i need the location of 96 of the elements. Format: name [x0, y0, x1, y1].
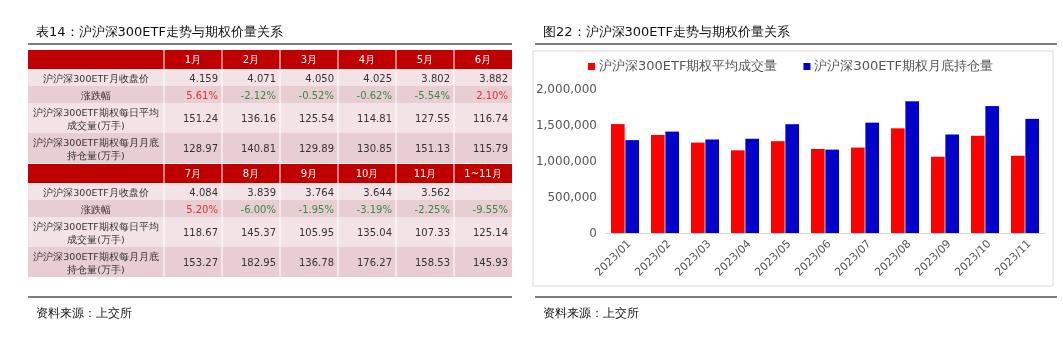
bar — [691, 142, 705, 233]
data-label: 5.61% — [186, 89, 218, 101]
data-label: 4.159 — [189, 72, 218, 84]
bar — [665, 131, 679, 233]
x-tick-label: 4月 — [358, 54, 376, 65]
bar — [985, 106, 999, 233]
y-tick-label: 2,000,000 — [535, 82, 597, 97]
x-tick-label: 10月 — [355, 168, 379, 179]
data-label: 153.27 — [183, 257, 218, 268]
y-tick-label: 1,000,000 — [535, 154, 597, 169]
data-label: -2.12% — [240, 89, 276, 101]
data-label: 115.79 — [473, 143, 508, 154]
x-tick-label: 7月 — [184, 168, 202, 179]
data-label: -0.52% — [298, 89, 334, 101]
data-label: 4.084 — [189, 186, 218, 198]
bar — [811, 148, 825, 233]
bar — [971, 135, 985, 233]
x-tick-label: 8月 — [242, 168, 260, 179]
bar — [945, 134, 959, 233]
data-label: 3.644 — [363, 186, 392, 198]
legend-label: 沪沪深300ETF期权月底持仓量 — [814, 58, 993, 73]
data-label: 3.562 — [421, 186, 450, 198]
data-label: 176.27 — [357, 257, 392, 268]
bar — [771, 141, 785, 233]
data-label: 4.050 — [305, 72, 334, 84]
bar — [931, 156, 945, 233]
bar — [651, 134, 665, 233]
y-tick-label: 500,000 — [547, 190, 597, 205]
data-label: -2.25% — [414, 203, 450, 215]
y-tick-label: 0 — [589, 226, 597, 241]
data-label: 116.74 — [473, 113, 508, 124]
y-tick-label: 沪沪深300ETF月收盘价 — [43, 186, 149, 198]
bar — [1011, 155, 1025, 233]
y-tick-label: 沪沪深300ETF月收盘价 — [43, 72, 149, 84]
data-label: 128.97 — [183, 143, 218, 154]
bar — [825, 149, 839, 233]
data-label: 107.33 — [415, 227, 450, 238]
bar — [785, 124, 799, 233]
data-label: 118.67 — [183, 227, 218, 238]
data-label: 151.13 — [415, 143, 450, 154]
data-label: 4.071 — [247, 72, 276, 84]
bar — [611, 124, 625, 233]
data-label: 135.04 — [357, 227, 392, 238]
data-label: 3.882 — [479, 72, 508, 84]
data-label: 145.37 — [241, 227, 276, 238]
data-label: -0.62% — [356, 89, 392, 101]
data-label: 136.16 — [241, 113, 276, 124]
data-label: 3.802 — [421, 72, 450, 84]
x-tick-label: 2月 — [242, 54, 260, 65]
bar — [705, 139, 719, 233]
bar — [1025, 118, 1039, 233]
x-tick-label: 6月 — [474, 54, 492, 65]
y-tick-label: 涨跌幅 — [81, 89, 111, 101]
bar — [851, 147, 865, 233]
data-label: 151.24 — [183, 113, 218, 124]
bar — [745, 138, 759, 233]
x-tick-label: 1~11月 — [464, 168, 502, 179]
data-label: 125.54 — [299, 113, 334, 124]
y-tick-label: 1,500,000 — [535, 118, 597, 133]
data-label: 3.839 — [247, 186, 276, 198]
data-label: 125.14 — [473, 227, 508, 238]
data-label: 105.95 — [299, 227, 334, 238]
y-tick-label: 涨跌幅 — [81, 203, 111, 215]
bar — [891, 128, 905, 233]
data-label: 3.764 — [305, 186, 334, 198]
data-label: -9.55% — [472, 203, 508, 215]
data-label: 158.53 — [415, 257, 450, 268]
data-label: 2.10% — [476, 89, 508, 101]
data-label: 140.81 — [241, 143, 276, 154]
data-label: -3.19% — [356, 203, 392, 215]
data-label: 130.85 — [357, 143, 392, 154]
x-tick-label: 9月 — [300, 168, 318, 179]
text: 资料来源：上交所 — [543, 306, 639, 320]
data-label: -6.00% — [240, 203, 276, 215]
data-label: 5.20% — [186, 203, 218, 215]
data-label: -1.95% — [298, 203, 334, 215]
data-label: 145.93 — [473, 257, 508, 268]
chart-title: 表14：沪沪深300ETF走势与期权价量关系 — [36, 24, 283, 39]
x-tick-label: 11月 — [413, 168, 437, 179]
data-label: 136.78 — [299, 257, 334, 268]
chart-title: 图22：沪沪深300ETF走势与期权价量关系 — [543, 24, 790, 39]
data-label: 182.95 — [241, 257, 276, 268]
bar — [865, 122, 879, 233]
x-tick-label: 5月 — [416, 54, 434, 65]
bar — [905, 101, 919, 233]
data-label: -5.54% — [414, 89, 450, 101]
text: 资料来源：上交所 — [36, 306, 132, 320]
data-label: 129.89 — [299, 143, 334, 154]
bar — [731, 150, 745, 233]
legend-label: 沪沪深300ETF期权平均成交量 — [599, 58, 778, 73]
data-label: 114.81 — [357, 113, 392, 124]
data-label: 127.55 — [415, 113, 450, 124]
bar — [625, 140, 639, 233]
x-tick-label: 1月 — [184, 54, 202, 65]
data-label: 4.025 — [363, 72, 392, 84]
x-tick-label: 3月 — [300, 54, 318, 65]
